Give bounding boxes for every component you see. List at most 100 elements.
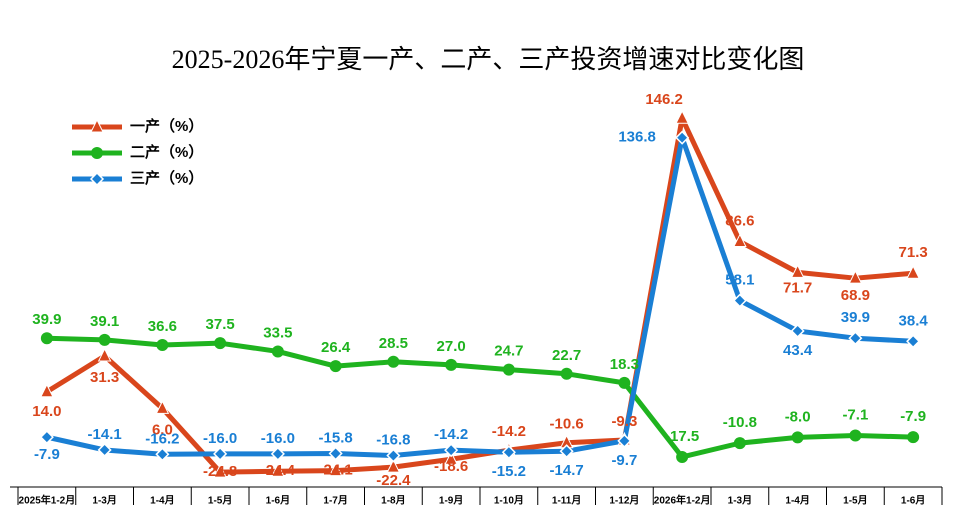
marker xyxy=(40,332,53,345)
value-label: 24.7 xyxy=(494,343,523,360)
marker xyxy=(790,323,805,339)
value-label: -9.7 xyxy=(611,452,637,469)
value-label: 58.1 xyxy=(725,272,754,289)
marker xyxy=(733,437,746,450)
marker xyxy=(848,331,863,346)
x-tick-label: 1-8月 xyxy=(381,495,405,507)
marker xyxy=(618,376,631,389)
marker xyxy=(90,118,104,133)
marker xyxy=(445,358,458,371)
marker xyxy=(444,451,458,465)
marker xyxy=(790,264,805,278)
marker xyxy=(328,446,343,461)
marker xyxy=(676,450,689,463)
x-tick-label: 1-5月 xyxy=(208,495,232,507)
value-label: -8.0 xyxy=(785,408,811,425)
value-label: 68.9 xyxy=(841,287,870,304)
x-tick-label: 1-6月 xyxy=(266,495,290,507)
value-label: 31.3 xyxy=(90,369,119,386)
marker xyxy=(560,367,573,380)
marker xyxy=(271,345,284,358)
value-label: -17.5 xyxy=(665,428,699,445)
value-label: 136.8 xyxy=(618,129,656,146)
marker xyxy=(328,462,343,477)
x-tick-label: 1-4月 xyxy=(785,495,809,507)
value-label: -18.6 xyxy=(434,458,468,475)
marker xyxy=(906,334,921,349)
value-label: -14.2 xyxy=(434,426,468,443)
marker xyxy=(675,110,689,124)
marker xyxy=(386,448,401,463)
chart-title: 2025-2026年宁夏一产、二产、三产投资增速对比变化图 xyxy=(172,45,805,74)
value-label: -16.0 xyxy=(261,430,295,447)
value-label: -24.1 xyxy=(319,462,353,479)
marker xyxy=(559,444,574,459)
value-label: -24.8 xyxy=(203,463,237,480)
marker xyxy=(501,445,516,460)
value-label: 71.3 xyxy=(899,244,928,261)
x-tick-label: 1-6月 xyxy=(901,495,925,507)
value-label: 39.9 xyxy=(32,311,61,328)
value-label: 18.3 xyxy=(610,356,639,373)
value-label: -7.1 xyxy=(842,406,868,423)
value-label: 43.4 xyxy=(783,342,813,359)
value-label: -22.4 xyxy=(376,472,411,489)
value-label: -16.0 xyxy=(203,430,237,447)
x-tick-label: 2025年1-2月 xyxy=(19,494,76,507)
marker xyxy=(387,355,400,368)
marker xyxy=(271,463,285,477)
marker xyxy=(733,233,747,248)
value-label: -9.3 xyxy=(611,413,637,430)
value-label: 22.7 xyxy=(552,347,581,364)
value-label: 26.4 xyxy=(321,339,351,356)
value-label: -10.6 xyxy=(550,416,584,433)
value-label: -14.7 xyxy=(550,462,584,479)
marker xyxy=(155,447,170,462)
marker xyxy=(907,431,920,444)
series-line xyxy=(46,135,914,459)
x-tick-label: 1-12月 xyxy=(609,495,639,507)
x-tick-label: 1-10月 xyxy=(494,495,524,507)
value-label: -15.2 xyxy=(492,463,526,480)
marker xyxy=(98,333,111,346)
marker xyxy=(156,339,169,352)
value-label: -14.2 xyxy=(492,423,526,440)
x-tick-label: 1-3月 xyxy=(92,495,116,507)
marker xyxy=(675,130,690,145)
value-label: 146.2 xyxy=(645,91,683,108)
value-label: 33.5 xyxy=(263,324,292,341)
value-label: 27.0 xyxy=(437,338,466,355)
value-label: 37.5 xyxy=(206,316,235,333)
legend-label: 一产（%） xyxy=(130,117,203,135)
value-label: 14.0 xyxy=(32,403,61,420)
marker xyxy=(39,430,54,445)
marker xyxy=(444,443,459,458)
marker xyxy=(329,360,342,373)
marker xyxy=(617,433,632,448)
marker xyxy=(91,147,103,159)
value-label: 38.4 xyxy=(899,312,929,329)
value-label: -7.9 xyxy=(900,408,926,425)
value-label: -15.8 xyxy=(319,429,353,446)
marker xyxy=(213,446,228,461)
marker xyxy=(97,347,112,362)
value-label: -10.8 xyxy=(723,414,757,431)
x-tick-label: 1-3月 xyxy=(728,495,752,507)
x-tick-label: 1-9月 xyxy=(439,495,463,507)
value-label: -7.9 xyxy=(34,446,60,463)
value-label: -16.2 xyxy=(145,430,179,447)
x-tick-label: 1-4月 xyxy=(150,495,174,507)
marker xyxy=(502,363,515,376)
value-label: -16.8 xyxy=(376,432,410,449)
series-line xyxy=(46,335,914,460)
x-tick-label: 1-7月 xyxy=(323,495,347,507)
value-label: 36.6 xyxy=(148,318,177,335)
marker xyxy=(214,337,227,350)
value-label: 39.9 xyxy=(841,309,870,326)
marker xyxy=(213,463,227,478)
marker xyxy=(732,293,747,308)
marker xyxy=(89,171,105,187)
marker xyxy=(848,270,863,284)
x-tick-label: 1-5月 xyxy=(843,495,867,507)
